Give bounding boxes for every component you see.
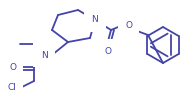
Text: N: N <box>92 15 98 25</box>
Text: O: O <box>9 63 16 72</box>
Text: Cl: Cl <box>7 84 16 93</box>
Text: O: O <box>125 21 132 30</box>
Text: N: N <box>41 51 47 59</box>
Text: O: O <box>105 46 112 55</box>
